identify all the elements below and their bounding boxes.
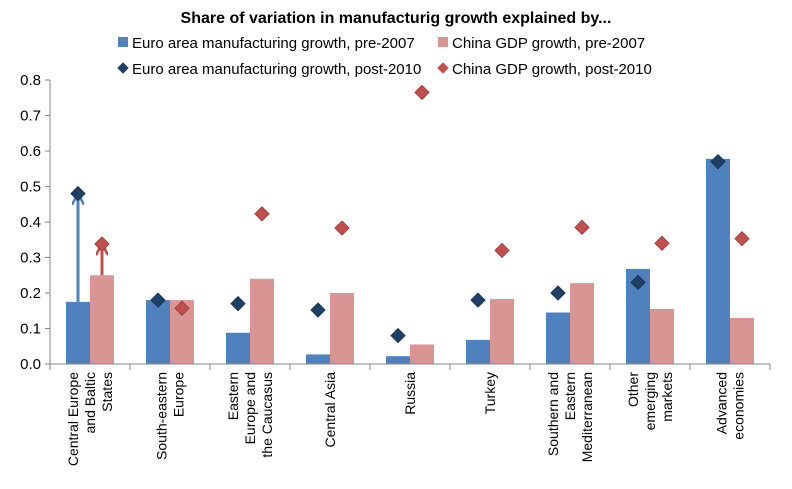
category-label-line: Eastern — [225, 372, 241, 420]
y-tick-label: 0.5 — [20, 179, 41, 196]
category-label: Central Asia — [322, 372, 338, 448]
y-tick-label: 0.6 — [20, 143, 41, 160]
y-tick-label: 0.7 — [20, 108, 41, 125]
category-label: Other emerging markets — [625, 372, 675, 431]
bar-euro-pre — [66, 301, 90, 364]
category-label-line: and Baltic — [82, 372, 98, 433]
marker-euro-post — [550, 285, 566, 301]
marker-china-post — [174, 300, 190, 316]
bar-euro-pre — [226, 332, 250, 364]
y-tick-label: 0.3 — [20, 250, 41, 267]
marker-euro-post — [230, 295, 246, 312]
legend-label-euro-pre: Euro area manufacturing growth, pre-2007 — [132, 35, 415, 52]
marker-euro-post — [710, 153, 726, 170]
category-label-line: the Caucasus — [259, 372, 275, 458]
category-label-line: markets — [659, 372, 675, 422]
category-label-line: Central Europe — [65, 372, 81, 466]
marker-euro-post — [470, 292, 486, 308]
y-tick-label: 0.4 — [20, 214, 41, 231]
bar-china-pre — [490, 299, 514, 364]
legend-swatch-euro-pre — [118, 37, 128, 47]
bar-euro-pre — [466, 339, 490, 364]
bar-china-pre — [570, 283, 594, 364]
x-axis: Central Europe and Baltic States South-east… — [49, 363, 771, 466]
bar-china-pre — [650, 308, 674, 364]
legend-label-china-pre: China GDP growth, pre-2007 — [452, 35, 645, 52]
marker-china-post — [734, 230, 750, 247]
bar-euro-pre — [386, 356, 410, 364]
legend-swatch-china-pre — [438, 37, 448, 47]
category-label-line: Eastern — [562, 372, 578, 420]
legend-marker-euro-post — [117, 62, 129, 74]
category-label: Eastern Europe and the Caucasus — [225, 372, 275, 458]
bar-china-pre — [410, 344, 434, 364]
marker-china-post — [654, 235, 670, 252]
category-label: Turkey — [482, 372, 498, 414]
bar-china-pre — [730, 317, 754, 364]
marker-euro-post — [390, 327, 406, 344]
legend-label-euro-post: Euro area manufacturing growth, post-201… — [132, 61, 421, 78]
bar-euro-pre — [546, 312, 570, 364]
category-label-line: Europe and — [242, 372, 258, 444]
category-label: Southern and Eastern Mediterranean — [545, 372, 595, 462]
category-label-line: Advanced — [714, 372, 730, 434]
bar-china-pre — [250, 278, 274, 364]
marker-euro-post — [70, 185, 86, 202]
category-label: Central Europe and Baltic States — [65, 372, 115, 466]
category-label-line: economies — [731, 372, 747, 440]
marker-euro-post — [310, 302, 326, 318]
category-label: South-eastern Europe — [154, 372, 187, 460]
arrows — [78, 199, 102, 302]
y-tick-label: 0.1 — [20, 321, 41, 338]
legend-label-china-post: China GDP growth, post-2010 — [452, 61, 652, 78]
bar-china-pre — [90, 275, 114, 364]
legend: Euro area manufacturing growth, pre-2007… — [117, 35, 652, 78]
category-label-line: emerging — [642, 372, 658, 430]
category-label-line: Russia — [402, 372, 418, 415]
category-label: Advanced economies — [714, 372, 747, 440]
legend-marker-china-post — [437, 62, 449, 74]
marker-china-post — [254, 206, 270, 222]
marker-china-post — [574, 219, 590, 236]
marker-china-post — [494, 242, 510, 259]
y-axis: 0.0 0.1 0.2 0.3 0.4 0.5 0.6 0.7 0.8 — [20, 72, 51, 373]
category-label-line: Other — [625, 372, 641, 407]
marker-china-post — [334, 220, 350, 236]
y-tick-label: 0.2 — [20, 285, 41, 302]
category-label-line: South-eastern — [154, 372, 170, 460]
category-label-line: Southern and — [545, 372, 561, 456]
category-label-line: Central Asia — [322, 372, 338, 448]
marker-euro-post — [150, 292, 166, 308]
markers — [70, 84, 750, 344]
category-label-line: Europe — [171, 372, 187, 417]
bar-euro-pre — [146, 300, 170, 364]
bar-euro-pre — [706, 158, 730, 364]
category-label-line: States — [99, 372, 115, 412]
marker-china-post — [414, 84, 430, 101]
category-label-line: Mediterranean — [579, 372, 595, 462]
chart-title: Share of variation in manufacturig growt… — [181, 10, 612, 27]
marker-euro-post — [630, 274, 646, 291]
bars — [66, 158, 754, 364]
category-label-line: Turkey — [482, 372, 498, 414]
bar-euro-pre — [306, 354, 330, 364]
category-label: Russia — [402, 372, 418, 415]
marker-china-post — [94, 236, 110, 252]
y-tick-label: 0.0 — [20, 356, 41, 373]
y-tick-label: 0.8 — [20, 72, 41, 89]
bar-china-pre — [330, 293, 354, 364]
